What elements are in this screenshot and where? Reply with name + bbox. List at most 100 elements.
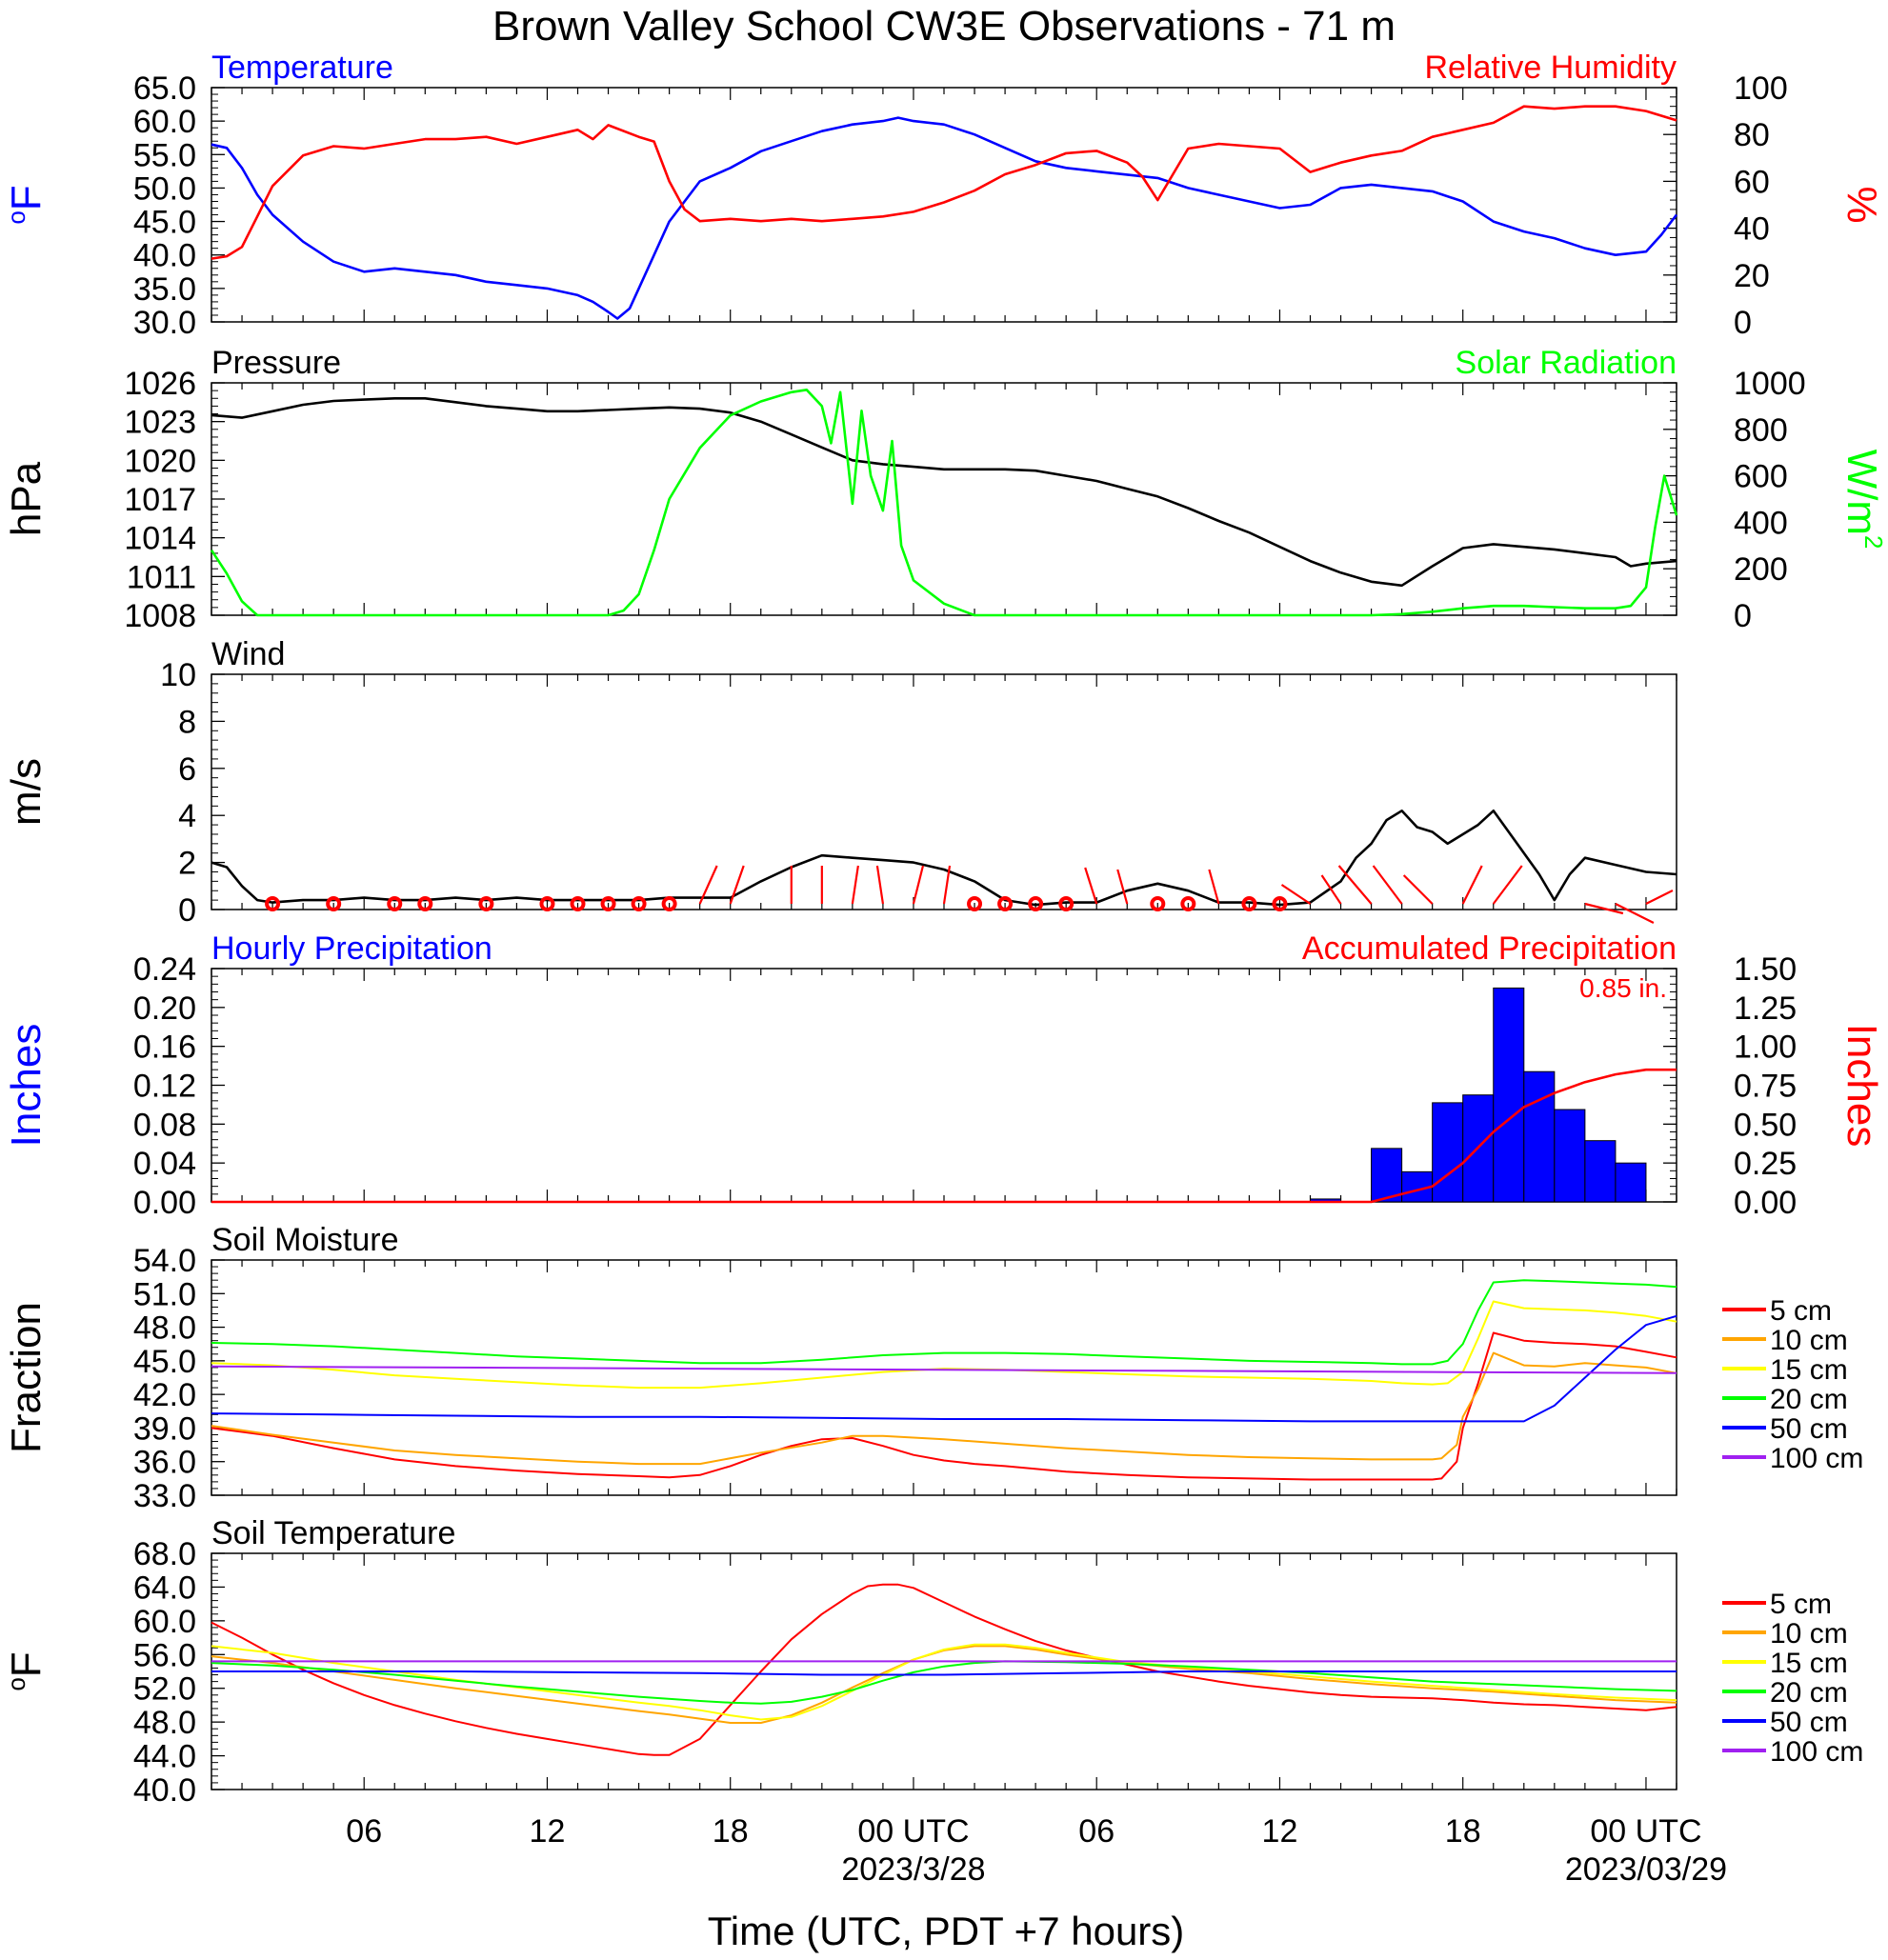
y-tick-label: 48.0 [133,1705,196,1741]
y-tick-label: 0.24 [133,951,196,988]
panel-title-right: Relative Humidity [1424,50,1677,86]
plot-frame [211,382,1677,616]
y-tick-label: 65.0 [133,70,196,107]
wind-barb-calm [478,896,494,911]
y-tick-label: 1.25 [1734,990,1797,1027]
y-tick-label: 64.0 [133,1570,196,1606]
y-tick-label: 1026 [124,366,196,402]
y-tick-label: 0 [1734,305,1752,341]
y-tick-label: 10 [160,657,196,693]
series-50-cm [211,1314,1677,1423]
series-15-cm [211,1300,1677,1390]
plot-frame [211,673,1677,910]
wind-barb [1615,903,1655,924]
wind-barb-calm [265,896,281,911]
y-tick-label: 6 [178,751,196,788]
wind-barb-calm [1180,896,1196,911]
panel-title-left: Soil Moisture [211,1222,399,1258]
legend-label: 20 cm [1770,1677,1848,1709]
y-tick-label: 0.25 [1734,1146,1797,1182]
wind-barb-calm [387,896,403,911]
y-axis-label-right: Inches [1838,1024,1885,1148]
panel-title-left: Wind [211,636,285,672]
wind-barb [1084,867,1098,905]
y-tick-label: 600 [1734,459,1788,495]
y-tick-label: 0.04 [133,1146,196,1182]
x-tick-label: 06 [346,1813,382,1850]
y-tick-label: 400 [1734,505,1788,541]
y-axis-label-right: % [1838,186,1885,223]
wind-barb-calm [967,896,983,911]
wind-barb [1372,865,1403,905]
wind-barb [1584,902,1624,915]
y-axis-label-left: Inches [3,1024,50,1148]
y-tick-label: 48.0 [133,1310,196,1347]
wind-barb-calm [600,896,616,911]
wind-barb-calm [997,896,1014,911]
legend-label: 15 cm [1770,1354,1848,1386]
wind-barb-calm [1058,896,1075,911]
y-tick-label: 1020 [124,443,196,479]
wind-barb-calm [1272,896,1288,911]
panel-soil_moisture: 33.036.039.042.045.048.051.054.0 Soil Moi… [3,1222,1863,1514]
y-tick-label: 1011 [127,559,196,595]
wind-barb [729,865,745,905]
wind-barb-calm [417,896,433,911]
x-date-label: 2023/3/28 [841,1851,985,1888]
panel-title-left: Hourly Precipitation [211,930,492,967]
y-tick-label: 52.0 [133,1671,196,1708]
wind-barb-calm [570,896,586,911]
wind-barb [1116,869,1129,905]
series-wind [211,809,1677,907]
series-10-cm [211,1351,1677,1466]
y-tick-label: 33.0 [133,1478,196,1514]
y-axis-label-left: oF [2,185,50,224]
y-tick-label: 1.50 [1734,951,1797,988]
series-5-cm [211,1583,1677,1756]
legend-label: 100 cm [1770,1443,1863,1474]
y-axis-label-left: hPa [3,461,50,536]
series-accumulated-precipitation [211,1068,1677,1204]
y-tick-label: 1008 [124,598,196,634]
y-tick-label: 1.00 [1734,1030,1797,1066]
series-solar-radiation [210,388,1678,617]
wind-barb [875,865,885,905]
y-tick-label: 50.0 [133,170,196,207]
y-tick-label: 0 [1734,598,1752,634]
precip-bar [1493,987,1525,1203]
y-axis-label-left: m/s [3,758,50,826]
series-10-cm [211,1645,1677,1724]
y-tick-label: 0.00 [1734,1185,1797,1221]
y-tick-label: 0.08 [133,1107,196,1143]
y-axis-label-right: W/m2 [1838,450,1888,550]
wind-barb [698,865,718,905]
precip-bar [1523,1070,1556,1203]
y-tick-label: 800 [1734,412,1788,449]
legend-label: 10 cm [1770,1618,1848,1650]
y-tick-label: 0.16 [133,1030,196,1066]
x-axis-label: Time (UTC, PDT +7 hours) [708,1909,1185,1953]
wind-barb-calm [326,896,342,911]
page-title: Brown Valley School CW3E Observations - … [492,3,1396,50]
series-temperature [211,116,1678,320]
wind-barb [912,865,925,905]
y-tick-label: 36.0 [133,1445,196,1481]
y-tick-label: 51.0 [133,1276,196,1312]
panel-soil_temp: 40.044.048.052.056.060.064.068.0 Soil Tem… [2,1515,1863,1809]
panel-temp_rh: 30.035.040.045.050.055.060.065.0 0 20 40 60 8… [2,50,1885,341]
wind-barb [1492,865,1523,905]
y-tick-label: 56.0 [133,1637,196,1673]
wind-barb [1461,865,1483,905]
y-tick-label: 68.0 [133,1536,196,1572]
y-tick-label: 35.0 [133,271,196,308]
wind-barb-calm [1028,896,1044,911]
panel-title-left: Temperature [211,50,393,86]
y-tick-label: 55.0 [133,137,196,173]
series-relative-humidity [211,105,1677,260]
panel-title-right: Accumulated Precipitation [1302,930,1677,967]
series-15-cm [211,1643,1677,1721]
precip-bar [1371,1148,1403,1203]
